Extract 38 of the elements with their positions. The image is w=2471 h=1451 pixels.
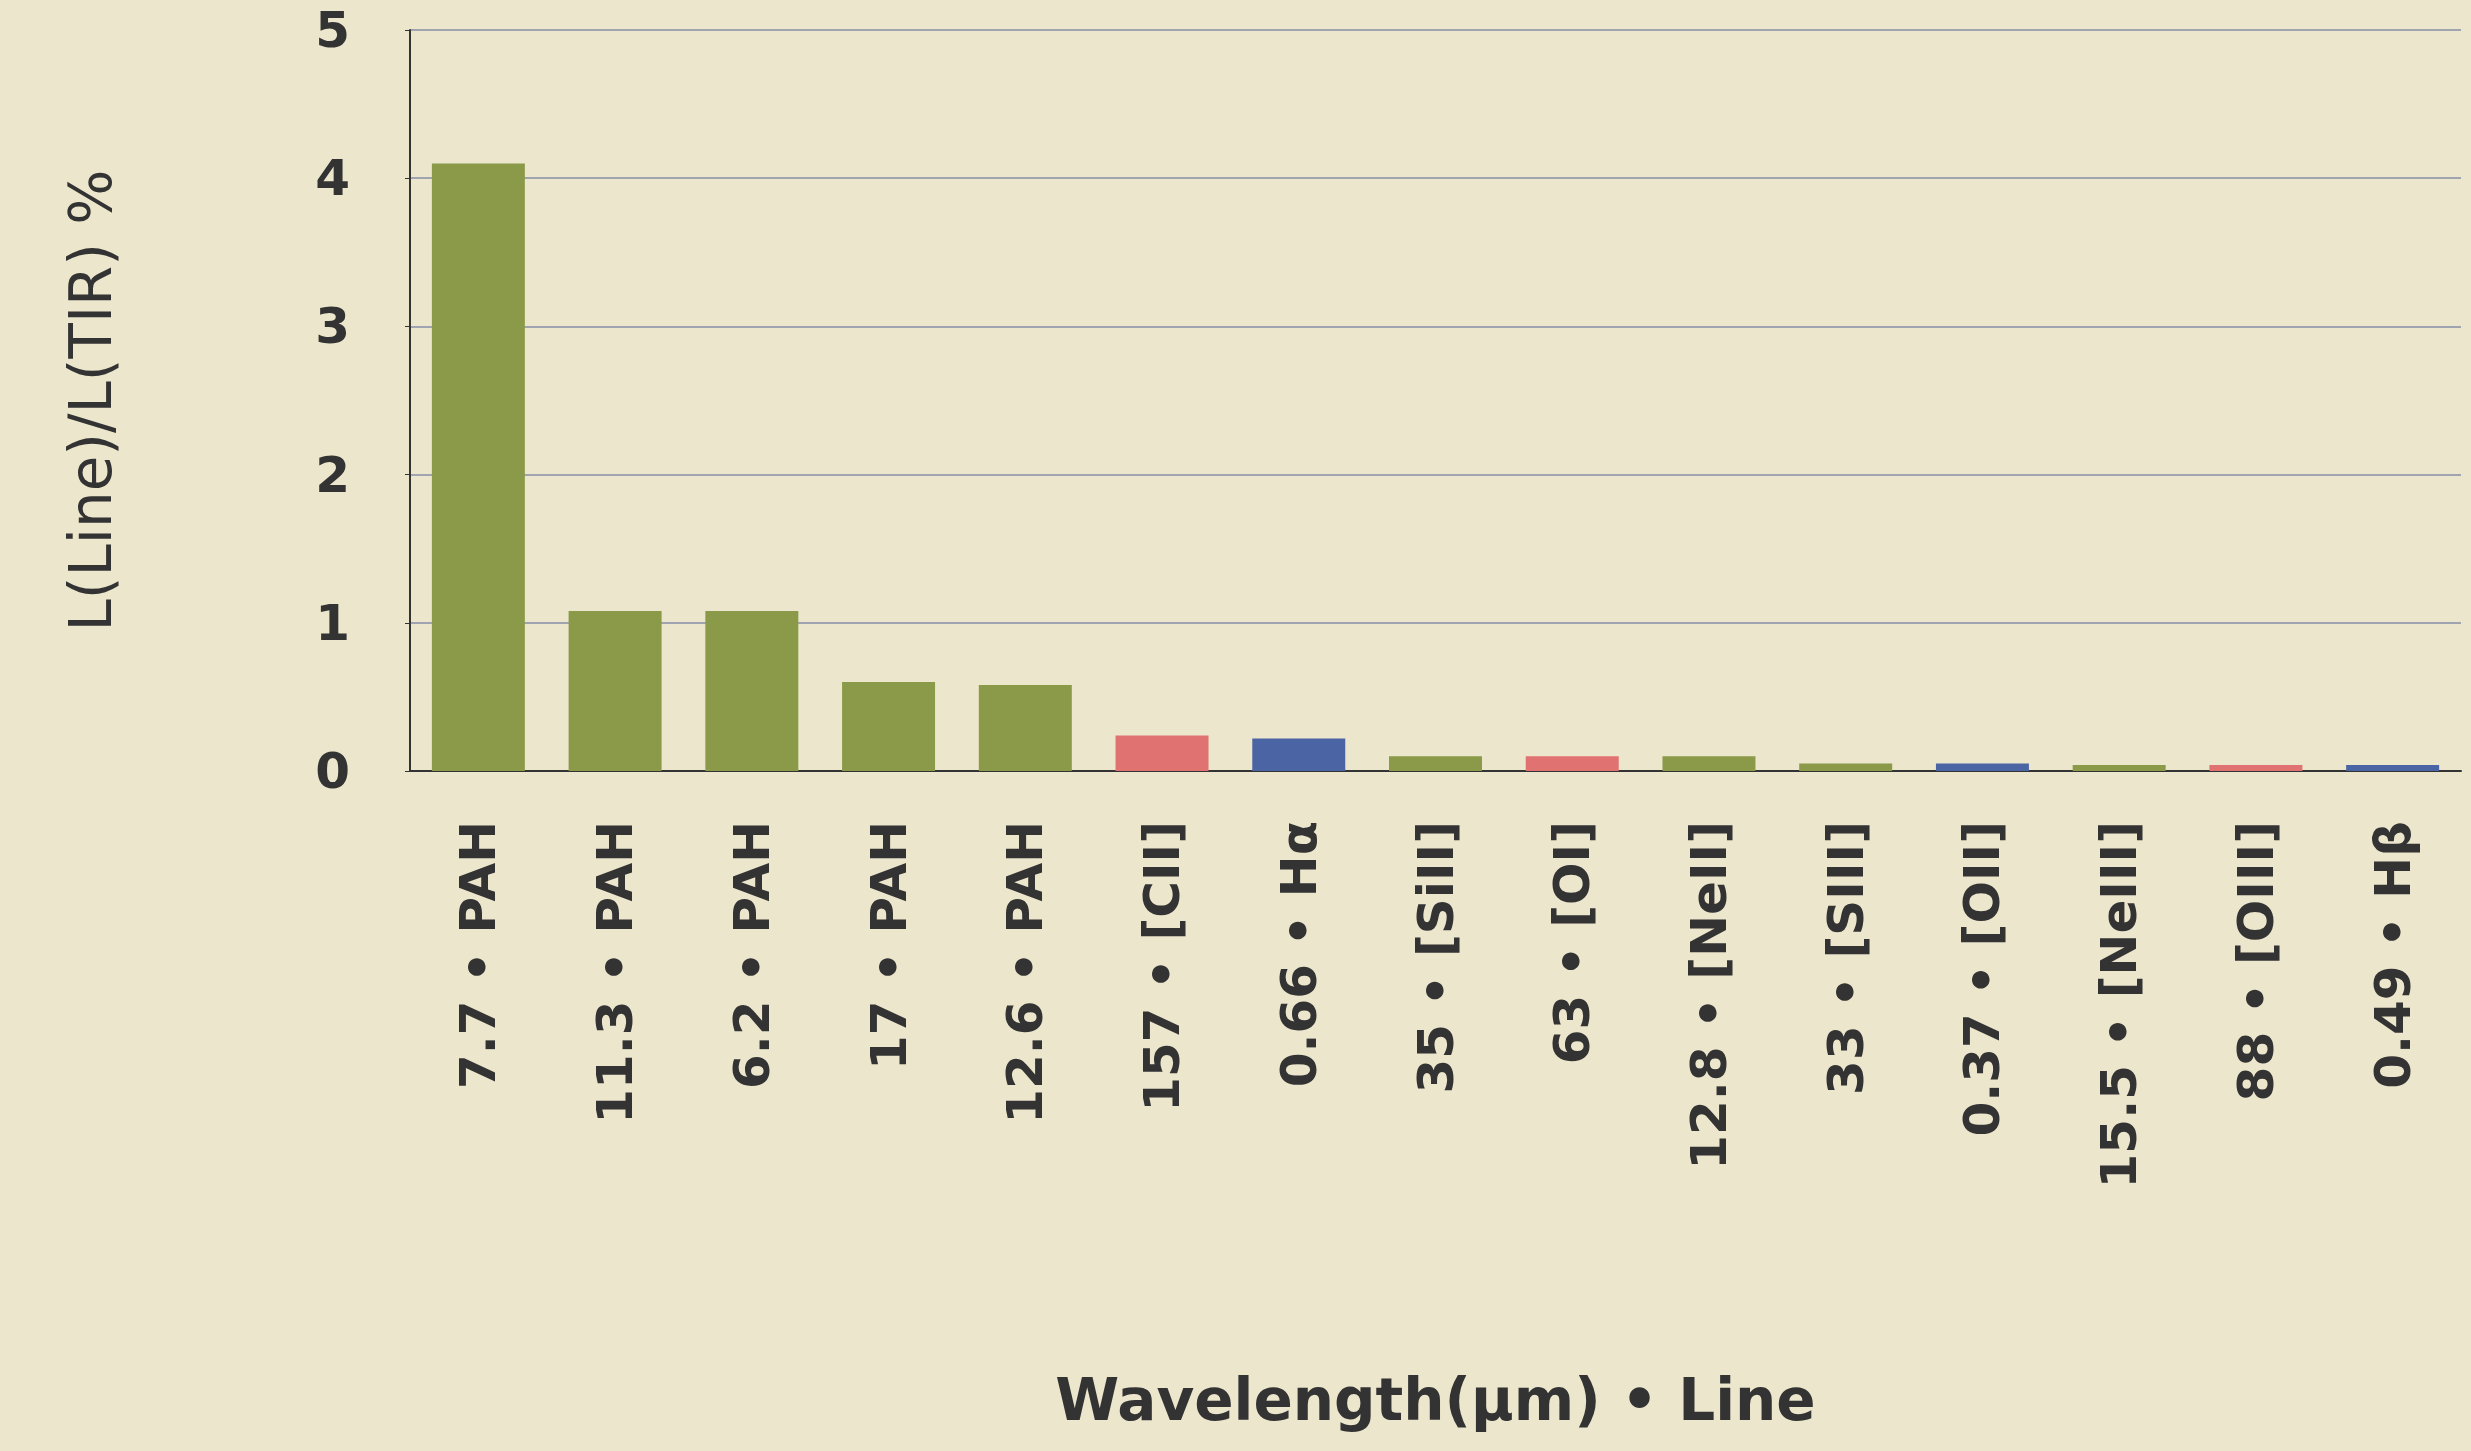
y-tick-label: 3 bbox=[315, 297, 350, 356]
y-tick-label: 2 bbox=[315, 445, 350, 504]
bar bbox=[1115, 735, 1209, 771]
x-tick-label: 88 • [OIII] bbox=[2226, 821, 2285, 1102]
x-tick-label: 0.66 • Hα bbox=[1269, 821, 1328, 1088]
bar bbox=[705, 610, 799, 771]
x-tick-label: 0.37 • [OII] bbox=[1953, 821, 2012, 1137]
bar bbox=[1935, 763, 2029, 771]
bar bbox=[2209, 765, 2303, 771]
x-tick-label: 7.7 • PAH bbox=[449, 821, 508, 1089]
bar bbox=[2346, 765, 2440, 771]
x-tick-label: 11.3 • PAH bbox=[586, 821, 645, 1124]
bar bbox=[2072, 765, 2166, 771]
x-tick-label: 63 • [OI] bbox=[1543, 821, 1602, 1065]
x-tick-label: 0.49 • Hβ bbox=[2363, 821, 2422, 1089]
bar bbox=[1252, 738, 1346, 771]
x-tick-label: 12.8 • [NeII] bbox=[1679, 821, 1738, 1170]
x-tick-label: 17 • PAH bbox=[859, 821, 918, 1070]
y-tick-label: 4 bbox=[315, 149, 350, 208]
x-tick-label: 33 • [SIII] bbox=[1816, 821, 1875, 1095]
bar bbox=[842, 682, 936, 771]
x-tick-label: 15.5 • [NeIII] bbox=[2090, 821, 2149, 1189]
x-tick-label: 35 • [SiII] bbox=[1406, 821, 1465, 1094]
bar bbox=[568, 610, 662, 771]
x-axis-title: Wavelength(μm) • Line bbox=[1055, 1366, 1816, 1434]
y-tick-label: 5 bbox=[315, 1, 350, 59]
bar bbox=[431, 163, 525, 771]
bar bbox=[1662, 756, 1756, 771]
bar bbox=[1389, 756, 1482, 771]
y-axis-title: L(Line)/L(TIR) % bbox=[57, 169, 125, 632]
y-tick-label: 0 bbox=[315, 742, 350, 800]
x-tick-label: 6.2 • PAH bbox=[722, 821, 781, 1089]
bar bbox=[1525, 756, 1619, 771]
bar bbox=[978, 685, 1072, 771]
x-tick-label: 157 • [CII] bbox=[1133, 821, 1192, 1112]
y-tick-label: 1 bbox=[315, 593, 350, 652]
bar bbox=[1799, 763, 1893, 771]
x-tick-label: 12.6 • PAH bbox=[996, 821, 1055, 1124]
